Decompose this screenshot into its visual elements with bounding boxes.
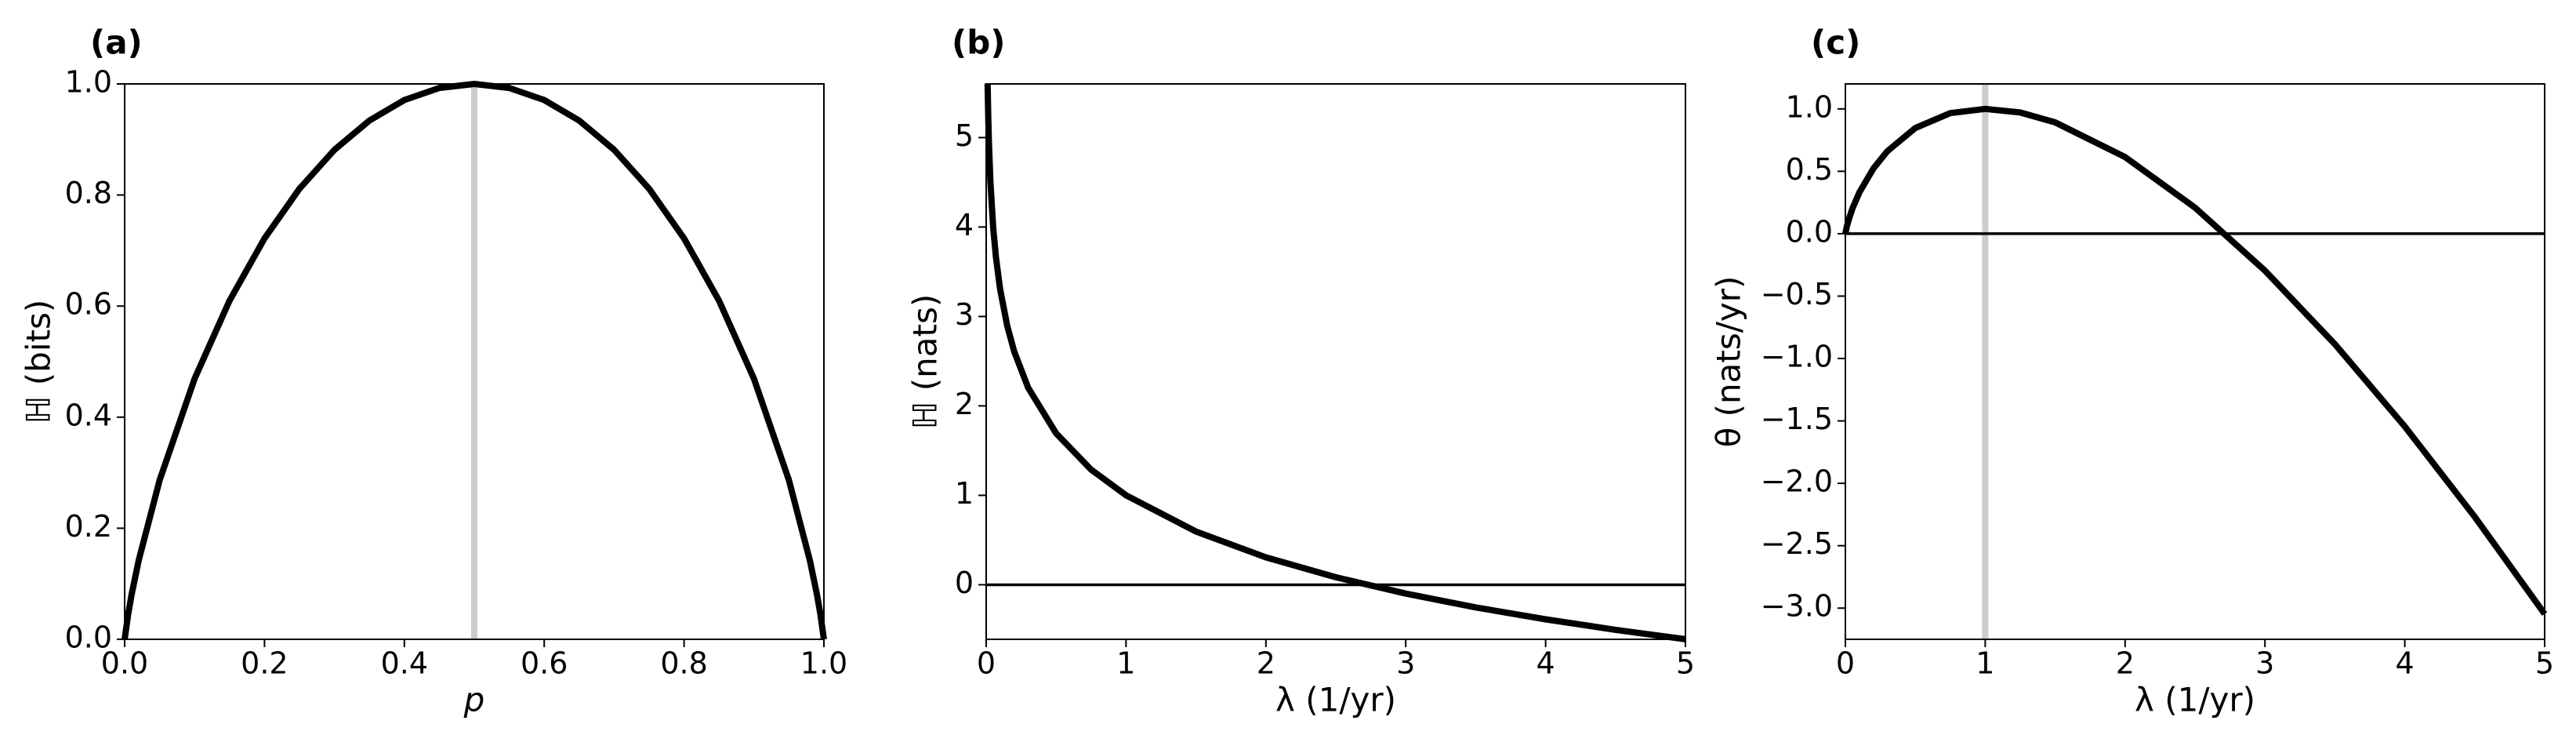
x-tick-label: 0.0	[101, 646, 148, 681]
y-tick-label: 0.2	[65, 509, 112, 544]
x-tick-label: 0	[1836, 646, 1855, 681]
curve	[1842, 105, 2548, 617]
y-tick-label: 0.5	[1786, 152, 1833, 187]
x-tick-label: 0.8	[660, 646, 707, 681]
x-tick-label: 3	[2255, 646, 2274, 681]
x-tick-label: 0.6	[521, 646, 568, 681]
x-tick-label: 0.4	[381, 646, 428, 681]
x-tick-label: 4	[2396, 646, 2415, 681]
panel-label: (c)	[1811, 24, 1860, 62]
x-axis-label: λ (1/yr)	[1275, 681, 1396, 719]
y-tick-label: 0.6	[65, 287, 112, 322]
axes-frame	[985, 83, 1686, 640]
x-tick-label: 5	[2535, 646, 2554, 681]
x-tick-label: 4	[1537, 646, 1555, 681]
panel-label: (b)	[952, 24, 1005, 62]
x-tick-label: 0	[977, 646, 996, 681]
x-axis-label: p	[463, 681, 485, 719]
curve	[984, 83, 1686, 642]
y-tick-label: 0.0	[65, 620, 112, 655]
y-tick-label: 0.4	[65, 398, 112, 432]
axes-frame	[124, 83, 825, 640]
y-tick-label: 2	[955, 387, 974, 421]
x-tick-label: 1	[1976, 646, 1994, 681]
y-axis-label: θ (nats/yr)	[1710, 276, 1748, 448]
y-tick-label: 3	[955, 297, 974, 332]
x-tick-label: 2	[1257, 646, 1275, 681]
x-tick-label: 0.2	[241, 646, 288, 681]
y-tick-label: 0.0	[1786, 214, 1833, 249]
y-tick-label: 1.0	[1786, 89, 1833, 124]
x-tick-label: 3	[1396, 646, 1415, 681]
y-tick-label: 0	[955, 566, 974, 600]
y-tick-label: −1.0	[1761, 340, 1833, 374]
x-tick-label: 1.0	[800, 646, 847, 681]
y-tick-label: −1.5	[1761, 402, 1833, 436]
y-tick-label: 5	[955, 118, 974, 153]
y-axis-label: ℍ (bits)	[20, 300, 58, 424]
y-tick-label: −2.5	[1761, 526, 1833, 561]
panel-label: (a)	[90, 24, 143, 62]
y-tick-label: −3.0	[1761, 589, 1833, 624]
y-tick-label: 1	[955, 476, 974, 511]
y-tick-label: −0.5	[1761, 277, 1833, 311]
x-tick-label: 1	[1116, 646, 1135, 681]
x-tick-label: 2	[2116, 646, 2135, 681]
x-tick-label: 5	[1676, 646, 1695, 681]
y-axis-label: ℍ (nats)	[906, 294, 945, 430]
y-tick-label: 4	[955, 208, 974, 242]
y-tick-label: 1.0	[65, 65, 112, 100]
axes-frame	[1845, 83, 2545, 640]
y-tick-label: −2.0	[1761, 464, 1833, 499]
x-axis-label: λ (1/yr)	[2135, 681, 2255, 719]
y-tick-label: 0.8	[65, 176, 112, 210]
